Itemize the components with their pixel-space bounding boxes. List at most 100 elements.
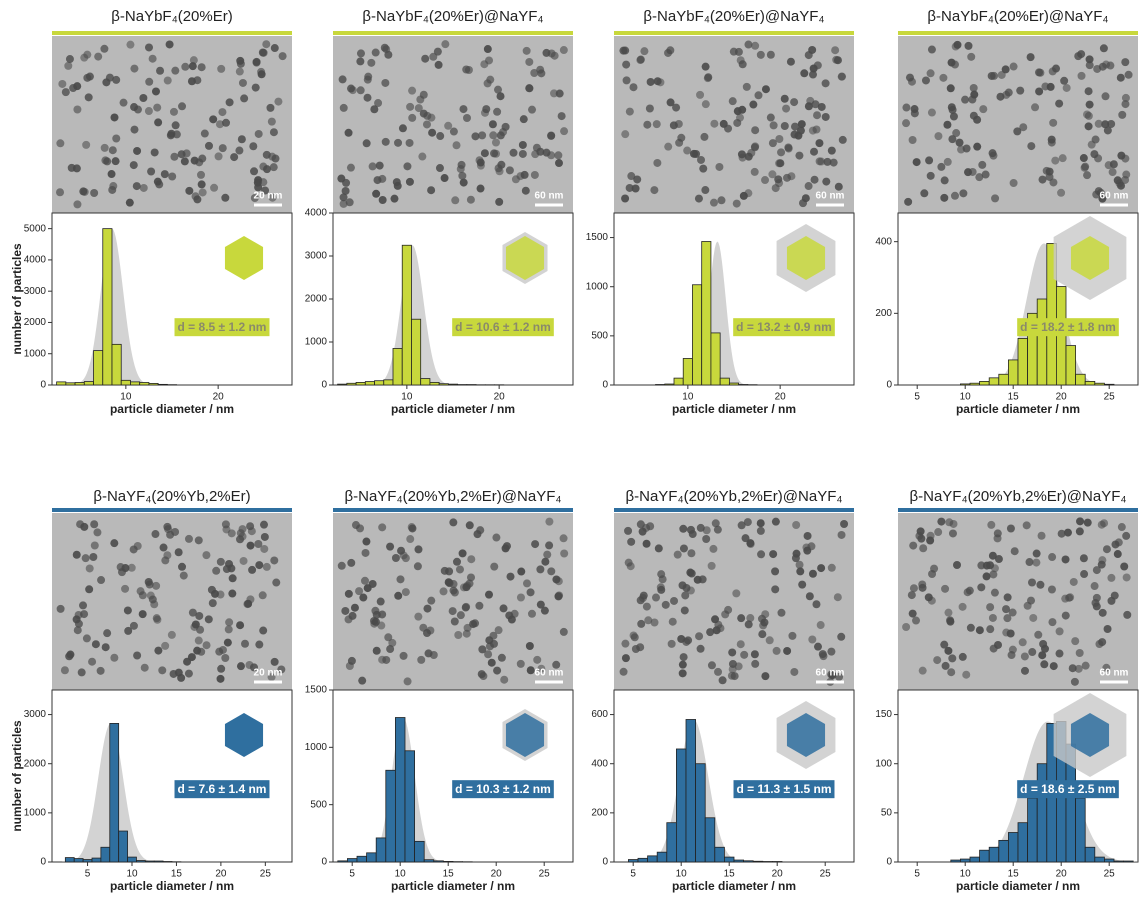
nanoparticle [500, 676, 508, 684]
nanoparticle [541, 607, 549, 615]
nanoparticle [1102, 92, 1110, 100]
nanoparticle [151, 530, 159, 538]
nanoparticle [922, 76, 930, 84]
annotation: d = 7.6 ± 1.4 nm [178, 782, 267, 796]
nanoparticle [670, 597, 678, 605]
nanoparticle [102, 78, 110, 86]
nanoparticle [466, 580, 474, 588]
nanoparticle [1010, 179, 1018, 187]
nanoparticle [684, 636, 692, 644]
nanoparticle [1048, 139, 1056, 147]
nanoparticle [787, 172, 795, 180]
x-tick-label: 25 [1104, 869, 1116, 880]
nanoparticle [913, 158, 921, 166]
nanoparticle [1086, 61, 1094, 69]
nanoparticle [476, 156, 484, 164]
nanoparticle [558, 112, 566, 120]
nanoparticle [738, 106, 746, 114]
nanoparticle [1060, 77, 1068, 85]
bar [92, 858, 101, 862]
nanoparticle [263, 563, 271, 571]
nanoparticle [1117, 182, 1125, 190]
scale-bar-label: 60 nm [1100, 668, 1129, 679]
nanoparticle [659, 575, 667, 583]
nanoparticle [101, 144, 109, 152]
nanoparticle [221, 194, 229, 202]
nanoparticle [340, 193, 348, 201]
nanoparticle [669, 618, 677, 626]
nanoparticle [62, 88, 70, 96]
nanoparticle [701, 186, 709, 194]
nanoparticle [378, 523, 386, 531]
nanoparticle [498, 654, 506, 662]
nanoparticle [183, 149, 191, 157]
nanoparticle [367, 59, 375, 67]
nanoparticle [930, 565, 938, 573]
nanoparticle [681, 606, 689, 614]
nanoparticle [110, 654, 118, 662]
nanoparticle [1039, 176, 1047, 184]
nanoparticle [902, 623, 910, 631]
nanoparticle [757, 527, 765, 535]
nanoparticle [100, 45, 108, 53]
annotation: d = 8.5 ± 1.2 nm [178, 320, 267, 334]
nanoparticle [205, 615, 213, 623]
nanoparticle [255, 561, 263, 569]
nanoparticle [449, 518, 457, 526]
nanoparticle [657, 586, 665, 594]
nanoparticle [1098, 638, 1106, 646]
nanoparticle [451, 196, 459, 204]
nanoparticle [1093, 566, 1101, 574]
nanoparticle [112, 157, 120, 165]
nanoparticle [812, 600, 820, 608]
nanoparticle [920, 189, 928, 197]
nanoparticle [771, 567, 779, 575]
nanoparticle [493, 667, 501, 675]
nanoparticle [751, 42, 759, 50]
nanoparticle [522, 187, 530, 195]
nanoparticle [818, 103, 826, 111]
nanoparticle [637, 56, 645, 64]
nanoparticle [675, 120, 683, 128]
nanoparticle [1117, 74, 1125, 82]
nanoparticle [79, 187, 87, 195]
annotation: d = 18.2 ± 1.8 nm [1020, 320, 1116, 334]
nanoparticle [151, 148, 159, 156]
bar [154, 861, 163, 862]
nanoparticle [787, 58, 795, 66]
nanoparticle [640, 47, 648, 55]
nanoparticle [1121, 58, 1129, 66]
nanoparticle [945, 518, 953, 526]
bar [421, 379, 430, 385]
nanoparticle [83, 634, 91, 642]
nanoparticle [364, 584, 372, 592]
bar [674, 378, 683, 385]
nanoparticle [731, 672, 739, 680]
nanoparticle [462, 603, 470, 611]
nanoparticle [130, 161, 138, 169]
nanoparticle [423, 120, 431, 128]
nanoparticle [527, 588, 535, 596]
nanoparticle [1093, 65, 1101, 73]
nanoparticle [788, 632, 796, 640]
nanoparticle [270, 128, 278, 136]
nanoparticle [471, 132, 479, 140]
nanoparticle [767, 114, 775, 122]
nanoparticle [1027, 53, 1035, 61]
nanoparticle [654, 77, 662, 85]
nanoparticle [74, 626, 82, 634]
nanoparticle [793, 550, 801, 558]
nanoparticle [1121, 100, 1129, 108]
plot-frame [333, 690, 573, 862]
nanoparticle [158, 666, 166, 674]
nanoparticle [268, 118, 276, 126]
nanoparticle [554, 151, 562, 159]
bar [1095, 383, 1105, 385]
nanoparticle [811, 176, 819, 184]
bar [1104, 384, 1114, 385]
bar [715, 847, 725, 862]
nanoparticle [738, 521, 746, 529]
nanoparticle [746, 614, 754, 622]
nanoparticle [760, 618, 768, 626]
x-tick-label: 25 [539, 869, 551, 880]
